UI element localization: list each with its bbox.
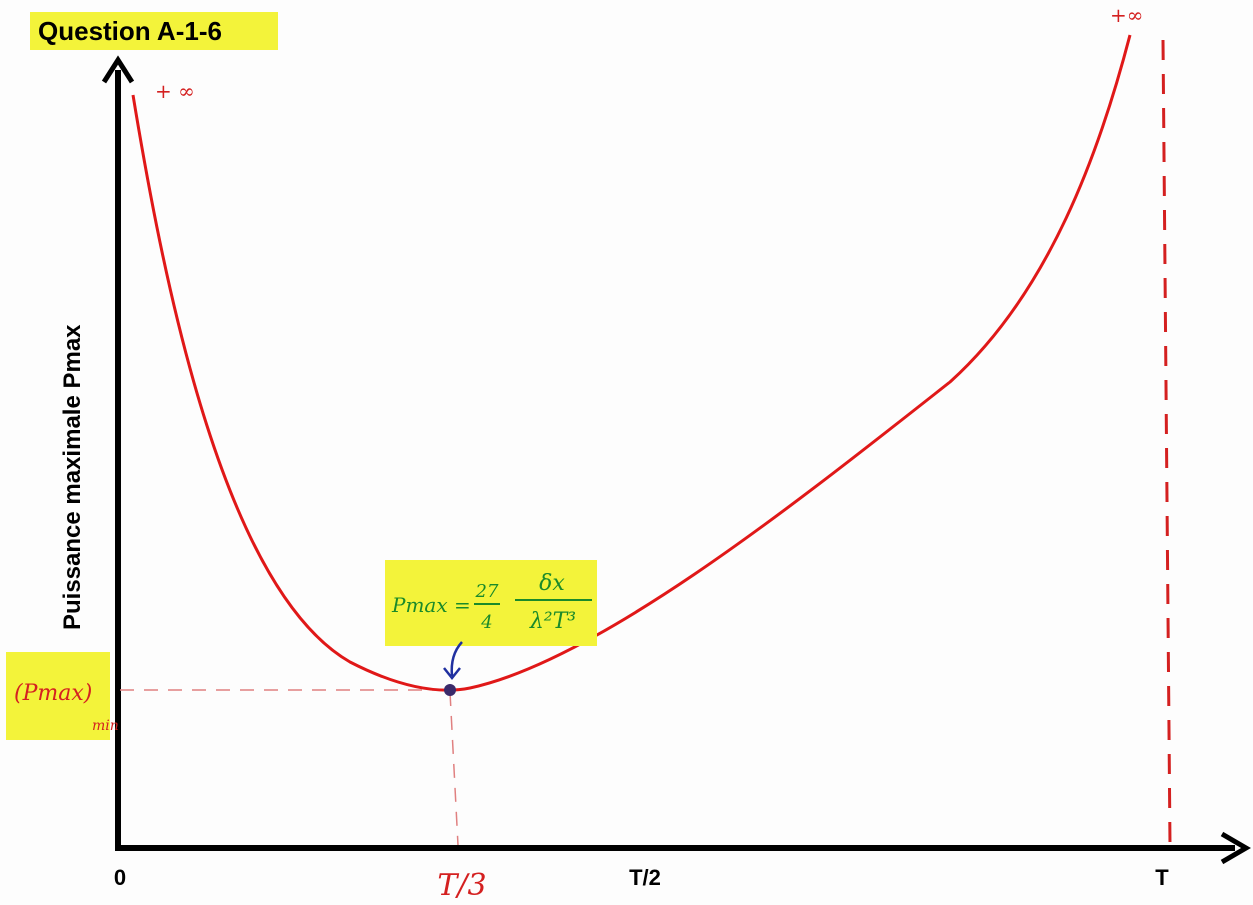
plus-infinity-right: +∞ [1110, 3, 1143, 27]
pmax-min-sub: min [92, 718, 119, 734]
formula-fraction2-den: λ²T³ [529, 609, 576, 634]
formula-arrow [444, 642, 462, 678]
pmax-min-main: Pmax [22, 681, 85, 706]
x-tick-label: T [1155, 865, 1169, 890]
plus-infinity-left: + ∞ [155, 79, 195, 103]
t-third-label: T/3 [437, 868, 486, 903]
formula-lhs: Pmax = [391, 593, 471, 617]
y-axis-label: Puissance maximale Pmax [59, 324, 86, 630]
min-point [444, 684, 456, 696]
curve [133, 35, 1130, 690]
asymptote [1163, 40, 1170, 845]
formula-fraction2-num: δx [539, 571, 565, 596]
formula-fraction1-num: 27 [475, 581, 499, 602]
title: Question A-1-6 [38, 16, 222, 46]
formula-fraction1-den: 4 [480, 612, 492, 633]
diagram: Question A-1-6 Puissance maximale Pmax 0… [0, 0, 1253, 905]
pmax-min-label: (Pmax) [14, 681, 92, 706]
min-guide-vertical [450, 692, 458, 845]
x-tick-label: T/2 [629, 865, 661, 890]
x-tick-label: 0 [114, 865, 126, 890]
